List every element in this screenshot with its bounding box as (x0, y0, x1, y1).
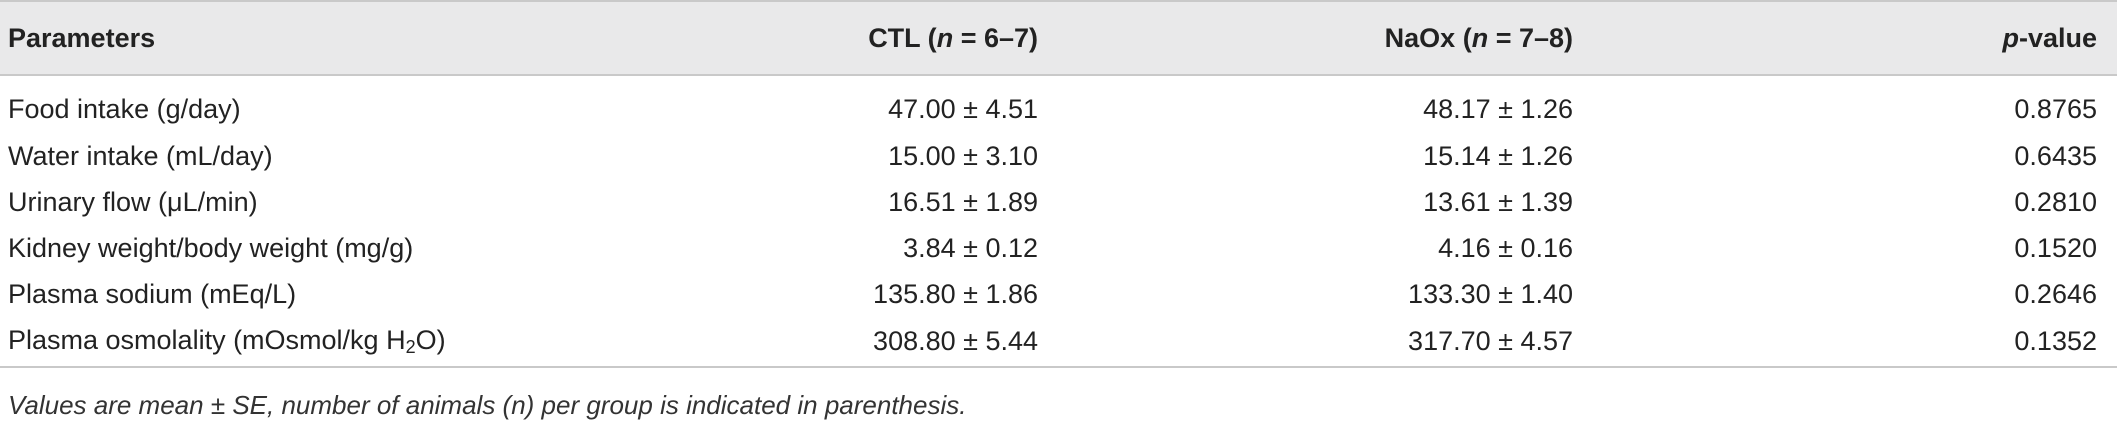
header-p-value: p-value (1623, 1, 2117, 75)
table-row: Plasma osmolality (mOsmol/kg H2O) 308.80… (0, 317, 2117, 367)
row-ctl-value: 308.80 ± 5.44 (873, 326, 1038, 356)
header-naox: NaOx (n = 7–8) (1038, 1, 1623, 75)
row-parameter: Plasma sodium (mEq/L) (8, 278, 297, 309)
row-parameter: Kidney weight/body weight (mg/g) (8, 232, 414, 263)
row-naox-text: 48.17 ± 1.26 (1423, 94, 1573, 124)
header-p-italic: p (2002, 22, 2019, 53)
row-ctl-value: 135.80 ± 1.86 (873, 278, 1038, 309)
row-naox-text: 133.30 ± 1.40 (1408, 278, 1573, 309)
row-parameter: Water intake (mL/day) (8, 140, 273, 171)
row-parameter: Food intake (g/day) (8, 94, 241, 124)
row-parameter-prefix: Plasma osmolality (mOsmol/kg H (8, 325, 406, 355)
parameters-table: Parameters CTL (n = 6–7) NaOx (n = 7–8) … (0, 1, 2117, 367)
header-naox-n: n (1471, 22, 1489, 53)
header-parameters-label: Parameters (8, 22, 156, 53)
row-p-value: 0.1352 (2014, 326, 2097, 356)
row-p-value: 0.1520 (2014, 232, 2097, 263)
row-p-value: 0.2810 (2014, 186, 2097, 217)
row-naox-value: 15.14 ± 1.26 (1038, 133, 1623, 179)
row-ctl-value: 16.51 ± 1.89 (888, 186, 1038, 217)
header-ctl-n: n (936, 22, 954, 53)
row-naox-text: 317.70 ± 4.57 (1408, 326, 1573, 356)
row-parameter-suffix: O) (415, 325, 446, 355)
row-parameter: Urinary flow (μL/min) (8, 186, 258, 217)
row-ctl-value: 15.00 ± 3.10 (888, 140, 1038, 171)
header-ctl-suffix: = 6–7) (953, 22, 1038, 53)
row-naox-text: 15.14 ± 1.26 (1423, 140, 1573, 171)
header-naox-suffix: = 7–8) (1488, 22, 1573, 53)
row-ctl-value: 47.00 ± 4.51 (888, 94, 1038, 124)
row-parameter: Plasma osmolality (mOsmol/kg H2O) (0, 317, 798, 367)
row-p-value: 0.2646 (2014, 278, 2097, 309)
row-naox-text: 13.61 ± 1.39 (1423, 186, 1573, 217)
row-ctl-value: 3.84 ± 0.12 (903, 232, 1038, 263)
row-p-value: 0.8765 (2014, 94, 2097, 124)
header-parameters: Parameters (0, 1, 798, 75)
row-naox-value: 13.61 ± 1.39 (1038, 179, 1623, 225)
row-naox-value: 4.16 ± 0.16 (1038, 225, 1623, 271)
table-footnote: Values are mean ± SE, number of animals … (8, 390, 967, 420)
row-naox-text: 4.16 ± 0.16 (1438, 232, 1573, 263)
row-parameter-subscript: 2 (405, 337, 416, 357)
row-naox-value: 48.17 ± 1.26 (1038, 75, 1623, 133)
table-row: Plasma sodium (mEq/L) 135.80 ± 1.86 133.… (0, 271, 2117, 317)
header-ctl-prefix: CTL ( (868, 22, 937, 53)
header-naox-prefix: NaOx ( (1384, 22, 1472, 53)
header-p-suffix: -value (2018, 22, 2097, 53)
table-header-row: Parameters CTL (n = 6–7) NaOx (n = 7–8) … (0, 1, 2117, 75)
header-ctl: CTL (n = 6–7) (798, 1, 1038, 75)
row-naox-value: 317.70 ± 4.57 (1038, 317, 1623, 367)
table-row: Food intake (g/day) 47.00 ± 4.51 48.17 ±… (0, 75, 2117, 133)
table-row: Urinary flow (μL/min) 16.51 ± 1.89 13.61… (0, 179, 2117, 225)
row-p-value: 0.6435 (2014, 140, 2097, 171)
table-row: Water intake (mL/day) 15.00 ± 3.10 15.14… (0, 133, 2117, 179)
table-row: Kidney weight/body weight (mg/g) 3.84 ± … (0, 225, 2117, 271)
row-naox-value: 133.30 ± 1.40 (1038, 271, 1623, 317)
